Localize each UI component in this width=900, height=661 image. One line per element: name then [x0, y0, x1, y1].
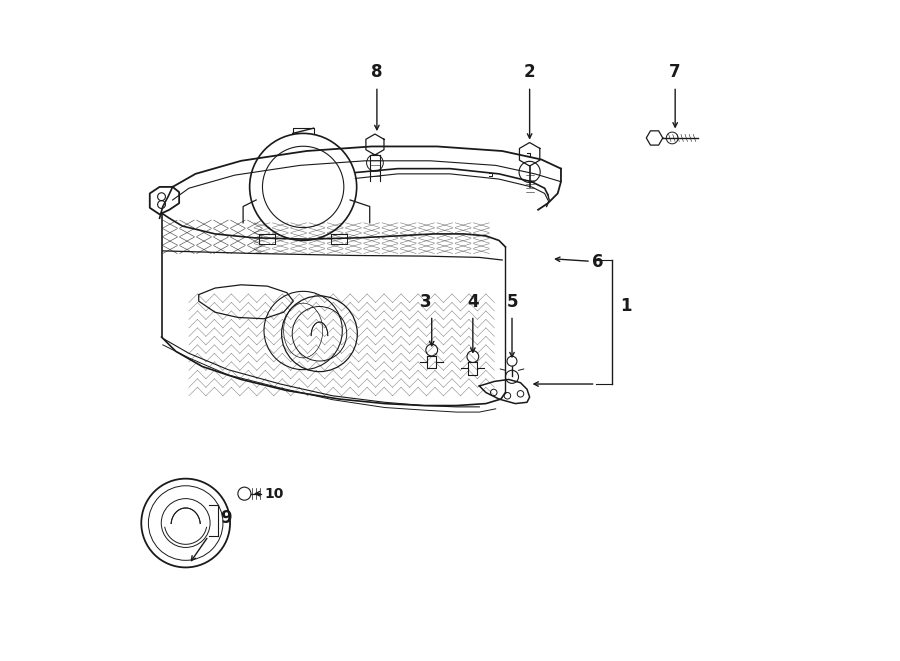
Text: 5: 5	[507, 293, 517, 311]
Text: 2: 2	[524, 63, 536, 81]
Text: 1: 1	[620, 297, 631, 315]
Text: 6: 6	[592, 253, 604, 271]
Text: 3: 3	[419, 293, 431, 311]
Text: 10: 10	[264, 486, 284, 500]
Text: 9: 9	[220, 510, 232, 527]
Text: 7: 7	[670, 63, 681, 81]
Text: 4: 4	[467, 293, 479, 311]
Text: 8: 8	[371, 63, 382, 81]
